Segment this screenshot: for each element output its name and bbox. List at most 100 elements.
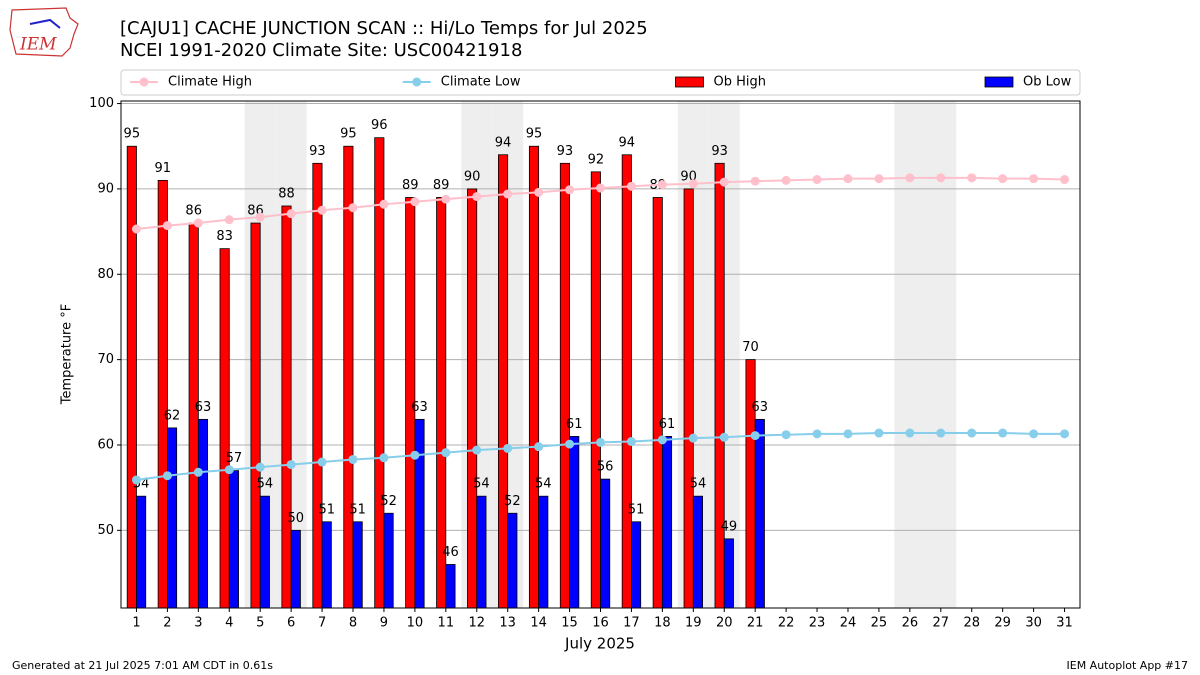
bar bbox=[383, 512, 394, 609]
line-marker bbox=[596, 183, 605, 193]
line-marker bbox=[224, 215, 234, 225]
line-marker bbox=[750, 431, 760, 441]
data-label: 94 bbox=[619, 135, 636, 150]
line-marker bbox=[719, 177, 729, 187]
bar bbox=[167, 427, 178, 609]
line-marker bbox=[781, 430, 791, 440]
line-marker bbox=[812, 429, 822, 439]
bar bbox=[259, 495, 270, 609]
bar bbox=[661, 436, 673, 609]
x-tick-label: 5 bbox=[256, 616, 264, 631]
x-tick-label: 23 bbox=[809, 616, 826, 631]
line-marker bbox=[843, 174, 853, 184]
data-label: 52 bbox=[504, 494, 521, 509]
data-label: 54 bbox=[535, 477, 552, 492]
line-marker bbox=[410, 450, 420, 460]
y-tick-label: 80 bbox=[97, 267, 114, 282]
y-tick-label: 100 bbox=[89, 96, 114, 111]
line-marker bbox=[472, 192, 482, 202]
line-marker bbox=[441, 448, 451, 458]
line-marker bbox=[162, 221, 172, 231]
data-label: 57 bbox=[226, 451, 243, 466]
line-marker bbox=[657, 180, 667, 190]
bar bbox=[714, 162, 725, 609]
bar bbox=[445, 564, 456, 609]
y-axis-label: Temperature °F bbox=[60, 304, 75, 405]
data-label: 91 bbox=[154, 161, 171, 176]
x-tick-label: 20 bbox=[716, 616, 733, 631]
bar bbox=[197, 418, 209, 609]
x-tick-label: 30 bbox=[1025, 616, 1042, 631]
x-tick-label: 8 bbox=[349, 616, 357, 631]
line-marker bbox=[379, 453, 389, 463]
line-marker bbox=[255, 462, 265, 472]
x-tick-label: 31 bbox=[1056, 616, 1073, 631]
x-tick-label: 27 bbox=[933, 616, 950, 631]
line-marker bbox=[843, 429, 853, 439]
line-marker bbox=[534, 442, 544, 452]
line-marker bbox=[1029, 429, 1039, 439]
line-marker bbox=[874, 428, 884, 438]
x-tick-label: 18 bbox=[654, 616, 671, 631]
line-marker bbox=[472, 445, 482, 455]
bar bbox=[600, 478, 611, 609]
logo: IEM bbox=[9, 7, 79, 57]
data-label: 93 bbox=[711, 144, 728, 159]
line-marker bbox=[317, 205, 327, 215]
x-tick-label: 21 bbox=[747, 616, 764, 631]
line-marker bbox=[688, 433, 698, 443]
bar bbox=[126, 145, 137, 609]
line-marker bbox=[193, 218, 203, 228]
line-marker bbox=[224, 465, 234, 475]
bar bbox=[312, 162, 323, 609]
x-tick-label: 9 bbox=[380, 616, 388, 631]
line-marker bbox=[905, 173, 915, 183]
bar bbox=[723, 538, 734, 609]
bar bbox=[467, 188, 478, 609]
bar bbox=[621, 154, 632, 609]
x-tick-label: 15 bbox=[561, 616, 578, 631]
plot-frame bbox=[120, 100, 1081, 609]
line-marker bbox=[1060, 429, 1070, 439]
legend-label: Ob High bbox=[714, 75, 767, 90]
line-marker bbox=[565, 439, 575, 449]
x-tick-label: 6 bbox=[287, 616, 295, 631]
bar bbox=[569, 436, 580, 609]
bar bbox=[250, 222, 261, 609]
line-marker bbox=[255, 212, 265, 222]
x-tick-label: 2 bbox=[163, 616, 171, 631]
data-label: 90 bbox=[464, 169, 481, 184]
data-label: 63 bbox=[411, 400, 428, 415]
line-marker bbox=[410, 197, 420, 207]
line-marker bbox=[967, 173, 977, 183]
line-marker bbox=[998, 174, 1008, 184]
line-marker bbox=[626, 181, 636, 191]
x-tick-label: 1 bbox=[132, 616, 140, 631]
line-marker bbox=[1029, 174, 1039, 184]
line-marker bbox=[286, 460, 296, 470]
x-tick-label: 28 bbox=[963, 616, 980, 631]
legend-marker bbox=[412, 77, 422, 87]
x-tick-label: 10 bbox=[407, 616, 424, 631]
data-label: 86 bbox=[185, 204, 202, 219]
bar bbox=[281, 205, 292, 609]
logo-text: IEM bbox=[19, 35, 57, 55]
bar bbox=[414, 418, 425, 609]
bar bbox=[321, 521, 332, 609]
data-label: 70 bbox=[742, 340, 759, 355]
data-label: 51 bbox=[318, 502, 335, 517]
bar bbox=[352, 521, 363, 609]
line-marker bbox=[162, 471, 172, 481]
shade-band bbox=[925, 101, 957, 608]
data-label: 50 bbox=[288, 511, 305, 526]
y-tick-label: 50 bbox=[97, 523, 114, 538]
line-marker bbox=[534, 187, 544, 197]
bar bbox=[538, 495, 549, 609]
bar bbox=[228, 470, 239, 609]
line-marker bbox=[967, 428, 977, 438]
data-label: 54 bbox=[690, 477, 707, 492]
y-tick-label: 70 bbox=[97, 352, 114, 367]
x-tick-label: 26 bbox=[902, 616, 919, 631]
data-label: 93 bbox=[309, 144, 326, 159]
